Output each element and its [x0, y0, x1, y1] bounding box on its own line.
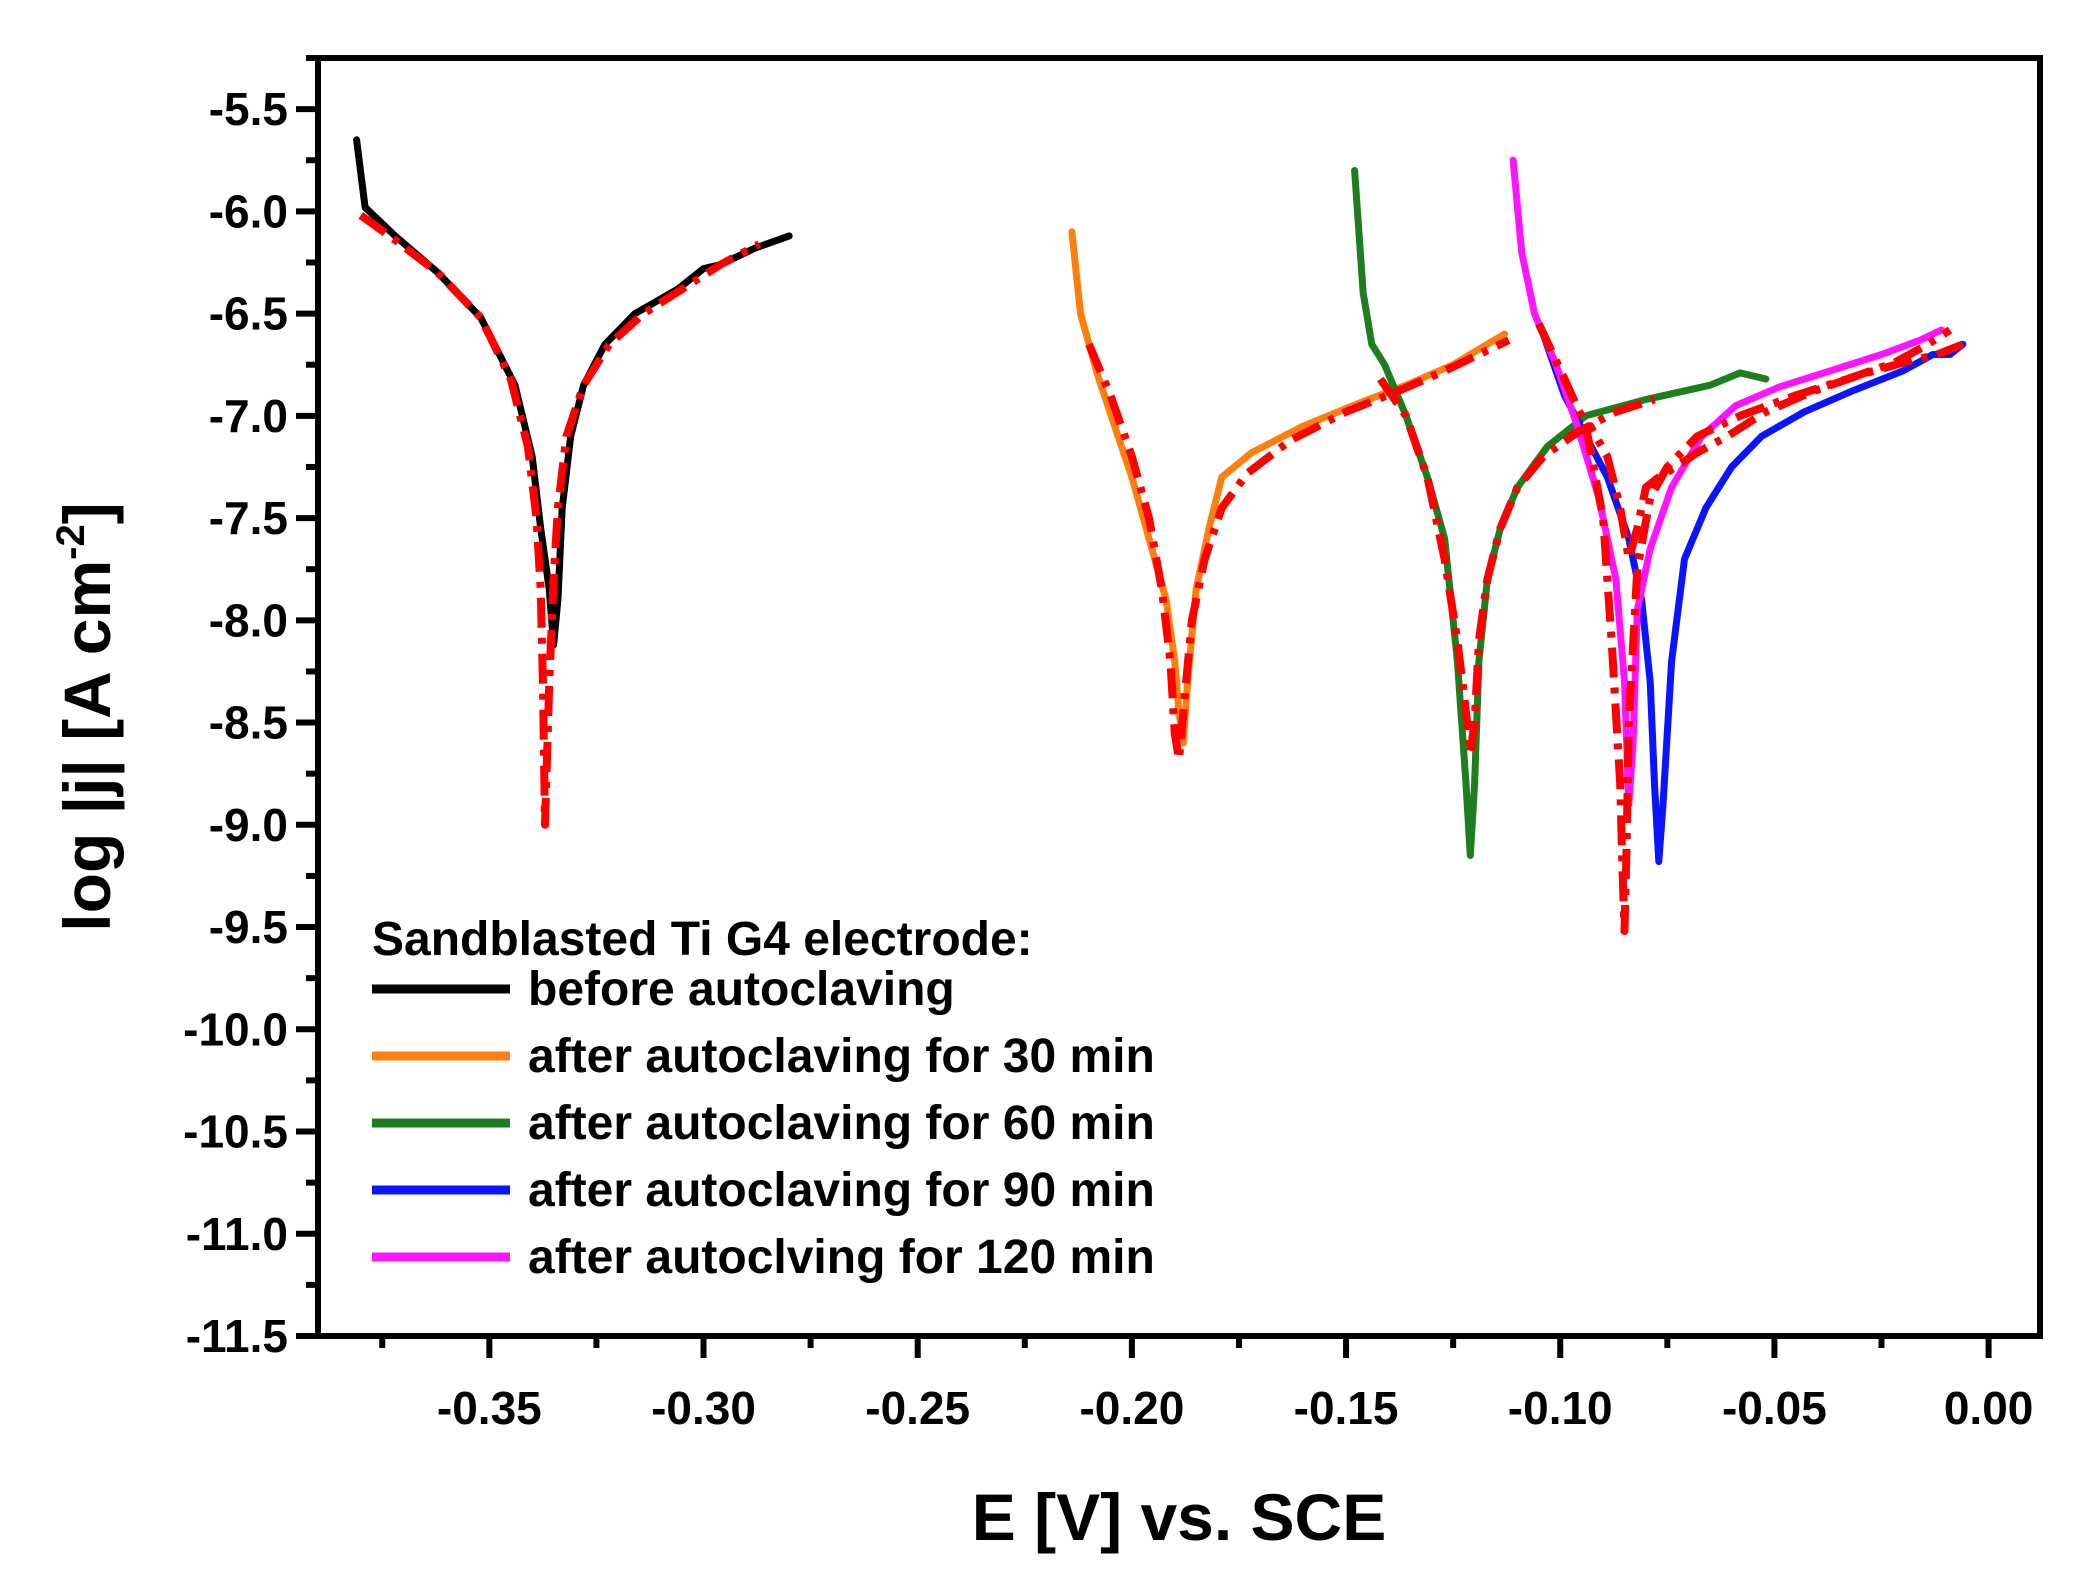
y-tick-label: -7.5: [209, 492, 288, 544]
legend-entry-3: after autoclaving for 60 min: [528, 1097, 1155, 1150]
x-tick-label: -0.25: [865, 1382, 970, 1434]
fit-line-1: [358, 212, 762, 829]
legend-entry-1: before autoclaving: [528, 963, 955, 1016]
y-tick-label: -9.0: [209, 799, 288, 851]
x-axis-ticks: -0.35 -0.30 -0.25 -0.20 -0.15 -0.10 -0.05 0.00: [379, 1336, 2034, 1434]
fit-curves-overlay: [358, 212, 1965, 936]
y-tick-label: -11.0: [186, 1208, 288, 1260]
series-line-2: [1068, 228, 1509, 747]
series-line-5: [1509, 156, 1945, 808]
y-axis-label-close: ]: [50, 502, 124, 524]
x-tick-label: -0.15: [1294, 1382, 1399, 1434]
plot-frame: [315, 55, 2043, 1339]
x-tick-label: 0.00: [1944, 1382, 2034, 1434]
fit-line-3: [1377, 376, 1656, 758]
fit-line-2: [1085, 336, 1511, 764]
y-tick-label: -10.0: [183, 1003, 288, 1055]
y-tick-label: -8.5: [209, 697, 288, 749]
y-tick-label: -11.5: [186, 1310, 288, 1362]
y-axis-label-main: log |j| [A cm: [50, 560, 126, 932]
y-tick-label: -7.0: [209, 390, 288, 442]
y-tick-label: -10.5: [183, 1106, 288, 1158]
measured-curves: [353, 136, 1967, 866]
y-tick-label: -9.5: [209, 901, 288, 953]
y-tick-label: -6.5: [209, 288, 288, 340]
y-tick-label: -5.5: [209, 83, 288, 135]
y-axis-label: log |j| [A cm-2]: [49, 502, 126, 931]
y-tick-label: -6.0: [209, 185, 288, 237]
series-line-1: [353, 136, 793, 649]
legend-entry-4: after autoclaving for 90 min: [528, 1164, 1155, 1217]
legend: Sandblasted Ti G4 electrode: before auto…: [372, 913, 1155, 1284]
legend-entry-5: after autoclving for 120 min: [528, 1231, 1155, 1284]
legend-entry-2: after autoclaving for 30 min: [528, 1030, 1155, 1083]
y-axis-ticks: -5.5 -6.0 -6.5 -7.0 -7.5 -8.0 -8.5 -9.0 -9.5 -10.…: [183, 55, 318, 1362]
x-tick-label: -0.05: [1722, 1382, 1827, 1434]
x-tick-label: -0.10: [1508, 1382, 1613, 1434]
y-axis-label-sup: -2: [49, 524, 93, 560]
legend-title: Sandblasted Ti G4 electrode:: [372, 913, 1033, 966]
x-tick-label: -0.20: [1079, 1382, 1184, 1434]
x-axis-label: E [V] vs. SCE: [972, 1480, 1386, 1554]
x-tick-label: -0.30: [651, 1382, 756, 1434]
x-tick-label: -0.35: [437, 1382, 542, 1434]
fit-line-4: [1535, 322, 1953, 936]
y-tick-label: -8.0: [209, 594, 288, 646]
